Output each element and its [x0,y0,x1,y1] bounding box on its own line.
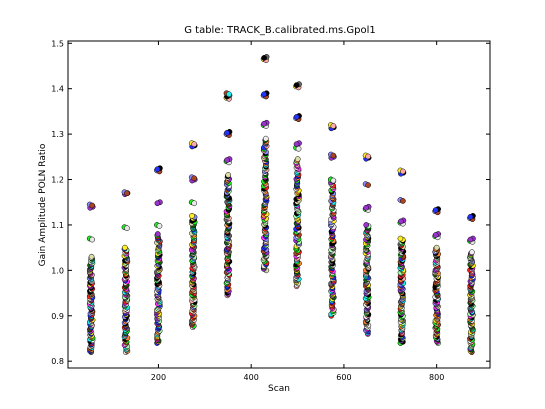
data-point [191,141,198,148]
x-tick-label: 200 [151,373,166,382]
data-point [432,232,439,238]
data-point [89,202,96,209]
y-tick-label: 1.3 [51,130,64,139]
data-point [224,157,230,163]
data-point [191,175,198,182]
y-tick-label: 1.2 [51,176,64,185]
data-point [467,214,474,220]
y-tick-label: 0.8 [51,357,64,366]
data-point [363,222,370,228]
data-point [88,253,95,260]
plot-area [67,40,491,369]
data-point [225,172,232,178]
data-point [261,55,267,61]
data-point [262,135,269,142]
y-tick-label: 1.1 [51,221,64,230]
data-point [330,177,337,184]
data-point [467,236,474,243]
data-point [293,114,300,120]
data-point [156,223,163,229]
y-axis: 0.8 0.9 1.0 1.1 1.2 1.3 1.4 1.5 [51,39,490,366]
data-point [432,207,439,213]
data-point [121,244,128,251]
data-point [433,244,440,251]
chart-title: G table: TRACK_B.calibrated.ms.Gpol1 [184,25,376,36]
data-point [154,231,161,237]
data-point [398,218,404,225]
x-tick-label: 600 [336,373,351,382]
data-point [400,198,406,204]
data-point [330,152,337,159]
data-point [365,153,371,160]
data-point [154,166,161,173]
data-point [365,182,371,188]
y-axis-label: Gain Amplitude POLN Ratio [38,143,48,266]
x-axis-label: Scan [268,384,290,394]
data-point [191,200,198,207]
data-point [469,249,475,256]
data-point [89,236,96,243]
data-point [363,204,369,211]
data-point [397,235,404,242]
data-point [293,82,300,88]
x-tick-label: 400 [244,373,259,382]
data-point [124,225,130,232]
data-point [294,156,301,162]
data-point [261,91,267,98]
data-points [86,54,476,355]
data-point [400,168,406,175]
y-tick-label: 1.5 [51,39,64,48]
x-axis: 200 400 600 800 [151,41,444,382]
data-point [189,213,195,219]
y-tick-label: 1.4 [51,85,64,94]
data-point [226,91,232,98]
data-point [293,141,300,148]
data-point [330,123,337,129]
data-point [261,120,267,127]
y-tick-label: 0.9 [51,312,64,321]
data-point [124,190,130,197]
data-point [224,129,230,136]
data-point [154,200,161,207]
x-tick-label: 800 [429,373,444,382]
y-tick-label: 1.0 [51,266,64,275]
